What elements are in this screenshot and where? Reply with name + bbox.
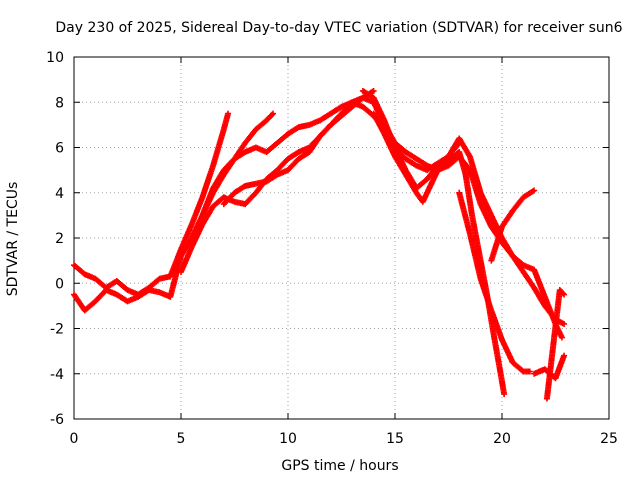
y-axis-title: SDTVAR / TECUs bbox=[5, 182, 21, 297]
chart-title: Day 230 of 2025, Sidereal Day-to-day VTE… bbox=[55, 20, 622, 36]
y-tick-label: -6 bbox=[50, 412, 64, 428]
y-tick-label: 0 bbox=[55, 276, 64, 292]
data-point bbox=[561, 352, 568, 359]
data-point bbox=[270, 110, 277, 117]
series-track-11 bbox=[543, 287, 568, 402]
data-point bbox=[526, 368, 533, 375]
data-point bbox=[370, 87, 377, 94]
data-point bbox=[558, 334, 565, 341]
x-tick-label: 20 bbox=[493, 431, 511, 447]
x-tick-label: 0 bbox=[70, 431, 79, 447]
x-tick-label: 5 bbox=[177, 431, 186, 447]
y-tick-label: -4 bbox=[50, 367, 64, 383]
x-tick-label: 10 bbox=[279, 431, 297, 447]
data-point bbox=[561, 291, 568, 298]
y-tick-label: -2 bbox=[50, 322, 64, 338]
data-point bbox=[531, 187, 538, 194]
series-track-7 bbox=[370, 110, 508, 398]
y-tick-label: 2 bbox=[55, 231, 64, 247]
series-track-9 bbox=[488, 187, 538, 264]
x-axis-title: GPS time / hours bbox=[281, 458, 398, 474]
data-point bbox=[559, 290, 566, 297]
y-tick-label: 8 bbox=[55, 95, 64, 111]
x-tick-label: 25 bbox=[600, 431, 618, 447]
data-point bbox=[268, 111, 275, 118]
data-points bbox=[71, 87, 568, 402]
x-tick-label: 15 bbox=[386, 431, 404, 447]
y-tick-label: 6 bbox=[55, 141, 64, 157]
data-point bbox=[501, 391, 508, 398]
data-point bbox=[561, 320, 568, 327]
y-tick-label: 4 bbox=[55, 186, 64, 202]
y-tick-label: 10 bbox=[46, 50, 64, 66]
axis-ticks: 0 5 10 15 20 25 -6 -4 -2 0 2 4 6 8 10 bbox=[46, 50, 618, 447]
series-track-8 bbox=[456, 189, 533, 375]
data-point bbox=[225, 110, 232, 117]
